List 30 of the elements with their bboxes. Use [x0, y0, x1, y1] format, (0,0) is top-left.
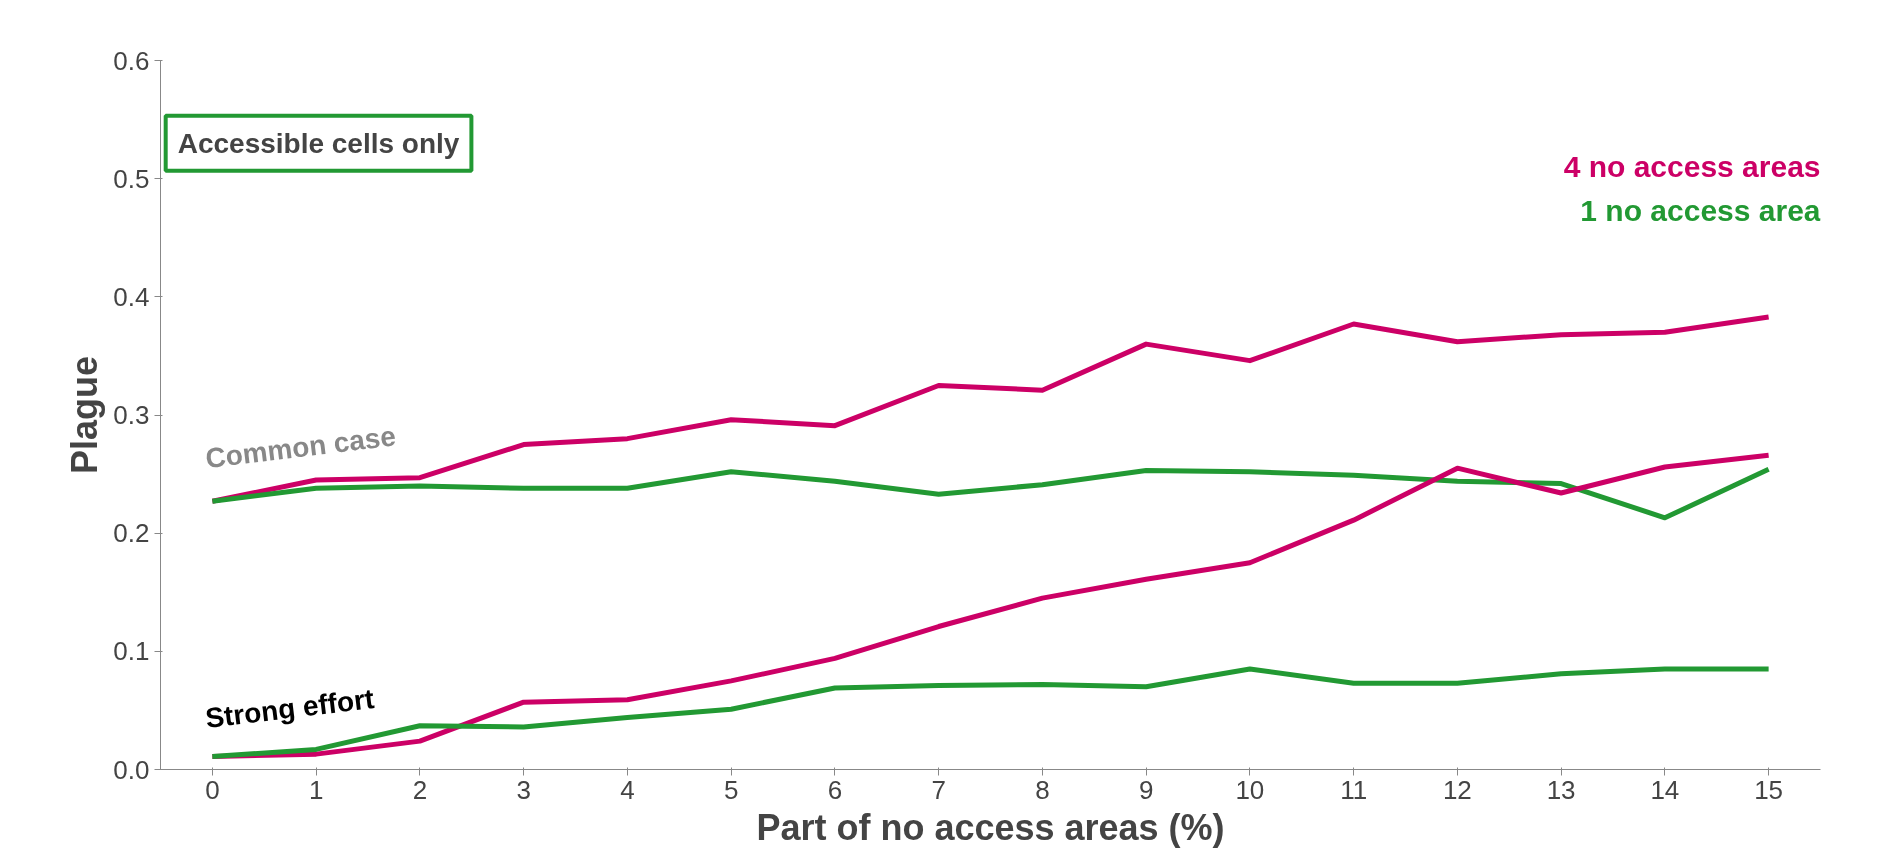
text: 4 no access areas: [1563, 150, 1821, 184]
x-axis-title: Part of no access areas (%): [756, 806, 1225, 848]
text: 1 no access area: [1580, 194, 1821, 228]
x-tick-label: 12: [1442, 774, 1472, 805]
x-tick-label: 3: [516, 774, 531, 805]
x-tick-label: 10: [1235, 774, 1265, 805]
y-axis-title: Plague: [64, 355, 106, 475]
x-tick-label: 7: [931, 774, 946, 805]
x-tick-label: 8: [1035, 774, 1050, 805]
y-tick-label: 0.2: [113, 518, 150, 549]
annotation: Common case: [203, 420, 398, 475]
y-tick-label: 0.6: [113, 45, 150, 76]
x-tick-label: 4: [620, 774, 635, 805]
x-tick-label: 6: [827, 774, 843, 805]
x-tick-label: 11: [1340, 774, 1368, 805]
x-tick-label: 5: [723, 774, 739, 805]
y-tick-label: 0.0: [113, 754, 150, 785]
y-tick-label: 0.1: [113, 636, 150, 667]
y-tick-label: 0.3: [113, 400, 150, 430]
y-tick-label: 0.4: [113, 281, 150, 312]
x-tick-label: 1: [308, 774, 324, 805]
y-tick-label: 0.5: [113, 163, 150, 194]
x-tick-label: 13: [1546, 774, 1576, 805]
x-tick-label: 2: [412, 774, 428, 805]
x-tick-label: 0: [205, 774, 220, 805]
x-tick-label: 9: [1138, 774, 1154, 805]
annotation: Strong effort: [203, 682, 376, 735]
x-tick-label: 15: [1754, 774, 1784, 805]
annotation: Accessible cells only: [177, 127, 460, 159]
x-tick-label: 14: [1650, 774, 1680, 805]
